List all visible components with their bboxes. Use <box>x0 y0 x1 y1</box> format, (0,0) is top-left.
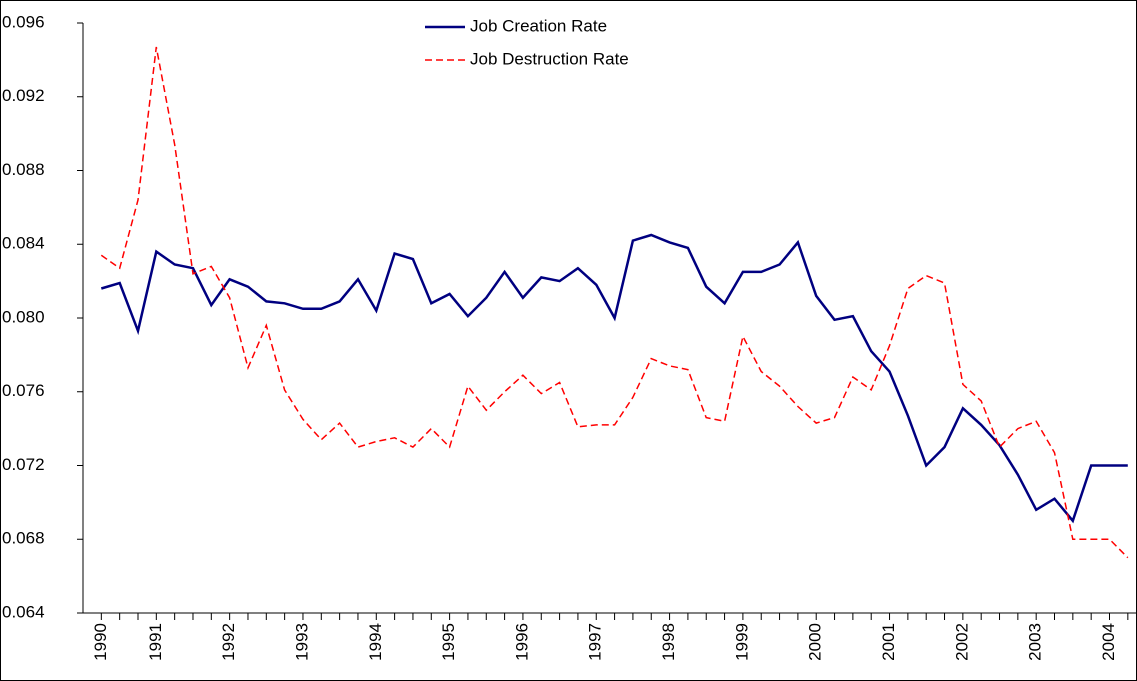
legend-label: Job Destruction Rate <box>470 49 629 68</box>
y-tick-label: 0.088 <box>2 160 45 179</box>
y-tick-label: 0.096 <box>2 12 45 31</box>
y-tick-label: 0.076 <box>2 381 45 400</box>
y-tick-label: 0.084 <box>2 234 45 253</box>
x-tick-label: 1994 <box>366 623 385 661</box>
y-tick-label: 0.080 <box>2 307 45 326</box>
y-tick-label: 0.092 <box>2 86 45 105</box>
y-tick-label: 0.064 <box>2 602 45 621</box>
y-tick-label: 0.068 <box>2 529 45 548</box>
x-tick-label: 2001 <box>879 623 898 661</box>
x-tick-label: 1990 <box>91 623 110 661</box>
x-tick-label: 1999 <box>732 623 751 661</box>
x-tick-label: 1992 <box>219 623 238 661</box>
x-tick-label: 1995 <box>439 623 458 661</box>
x-tick-label: 1998 <box>659 623 678 661</box>
x-tick-label: 2004 <box>1099 623 1118 661</box>
legend-label: Job Creation Rate <box>470 16 607 35</box>
x-tick-label: 1996 <box>512 623 531 661</box>
series-line <box>100 46 1129 559</box>
x-tick-label: 2002 <box>952 623 971 661</box>
x-tick-label: 2003 <box>1026 623 1045 661</box>
x-tick-label: 1991 <box>146 623 165 661</box>
x-tick-label: 1997 <box>586 623 605 661</box>
x-tick-label: 1993 <box>292 623 311 661</box>
x-tick-label: 2000 <box>806 623 825 661</box>
y-tick-label: 0.072 <box>2 455 45 474</box>
series-line <box>100 233 1128 524</box>
